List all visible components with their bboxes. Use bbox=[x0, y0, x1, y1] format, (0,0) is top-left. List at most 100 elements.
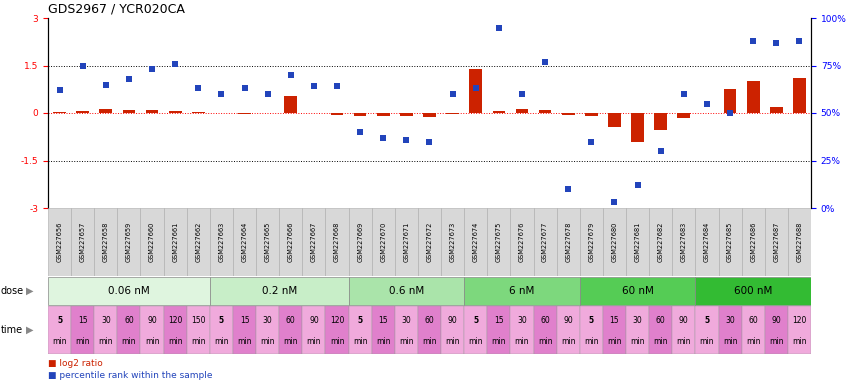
Text: 90: 90 bbox=[309, 316, 318, 325]
Text: min: min bbox=[353, 338, 368, 346]
Point bbox=[700, 101, 714, 107]
Text: GSM227656: GSM227656 bbox=[57, 222, 63, 262]
Bar bbox=[94, 306, 117, 354]
Point bbox=[261, 91, 274, 97]
Text: GSM227683: GSM227683 bbox=[681, 222, 687, 262]
Text: min: min bbox=[722, 338, 737, 346]
Text: GSM227685: GSM227685 bbox=[727, 222, 733, 262]
Text: GSM227662: GSM227662 bbox=[195, 222, 201, 262]
Text: min: min bbox=[191, 338, 205, 346]
Text: 5: 5 bbox=[57, 316, 62, 325]
Text: GSM227671: GSM227671 bbox=[403, 222, 409, 262]
Bar bbox=[562, 113, 575, 114]
Text: 30: 30 bbox=[402, 316, 411, 325]
Bar bbox=[400, 113, 413, 116]
Bar bbox=[76, 111, 89, 113]
Bar bbox=[233, 306, 256, 354]
Text: 120: 120 bbox=[168, 316, 183, 325]
Bar bbox=[695, 306, 718, 354]
Bar bbox=[354, 113, 367, 116]
Point bbox=[492, 25, 506, 31]
Text: min: min bbox=[492, 338, 506, 346]
Text: 90: 90 bbox=[564, 316, 573, 325]
Text: GSM227666: GSM227666 bbox=[288, 222, 294, 262]
Text: min: min bbox=[746, 338, 761, 346]
Bar bbox=[464, 306, 487, 354]
Bar bbox=[793, 78, 806, 113]
Point bbox=[192, 85, 205, 91]
Text: min: min bbox=[584, 338, 599, 346]
Bar bbox=[210, 208, 233, 276]
Text: GSM227674: GSM227674 bbox=[473, 222, 479, 262]
Text: min: min bbox=[214, 338, 228, 346]
Point bbox=[353, 129, 367, 135]
Text: dose: dose bbox=[1, 286, 24, 296]
Text: GSM227675: GSM227675 bbox=[496, 222, 502, 262]
Bar bbox=[233, 208, 256, 276]
Text: min: min bbox=[284, 338, 298, 346]
Bar bbox=[742, 306, 765, 354]
Bar bbox=[187, 306, 210, 354]
Bar bbox=[325, 306, 349, 354]
Bar bbox=[325, 208, 349, 276]
Text: GSM227669: GSM227669 bbox=[357, 222, 363, 262]
Bar bbox=[140, 306, 164, 354]
Text: GSM227657: GSM227657 bbox=[80, 222, 86, 262]
Bar bbox=[71, 306, 94, 354]
Bar bbox=[349, 276, 464, 305]
Bar bbox=[418, 306, 441, 354]
Text: 60: 60 bbox=[540, 316, 550, 325]
Text: 5: 5 bbox=[589, 316, 594, 325]
Bar bbox=[395, 208, 418, 276]
Text: GSM227681: GSM227681 bbox=[634, 222, 641, 262]
Bar bbox=[48, 208, 71, 276]
Bar bbox=[557, 208, 580, 276]
Bar bbox=[48, 306, 71, 354]
Bar bbox=[117, 306, 140, 354]
Bar bbox=[464, 276, 580, 305]
Text: ▶: ▶ bbox=[25, 325, 33, 335]
Bar bbox=[464, 208, 487, 276]
Text: 60: 60 bbox=[424, 316, 435, 325]
Bar bbox=[632, 113, 644, 141]
Bar bbox=[349, 306, 372, 354]
Bar bbox=[418, 208, 441, 276]
Text: min: min bbox=[422, 338, 436, 346]
Text: 60: 60 bbox=[748, 316, 758, 325]
Text: min: min bbox=[769, 338, 784, 346]
Bar bbox=[122, 111, 135, 113]
Bar bbox=[447, 113, 459, 114]
Bar bbox=[441, 208, 464, 276]
Point bbox=[677, 91, 690, 97]
Point bbox=[168, 61, 182, 67]
Text: min: min bbox=[98, 338, 113, 346]
Bar bbox=[603, 306, 626, 354]
Point bbox=[122, 76, 136, 82]
Bar bbox=[372, 208, 395, 276]
Text: 0.6 nM: 0.6 nM bbox=[389, 286, 424, 296]
Point bbox=[793, 38, 807, 44]
Bar bbox=[515, 109, 528, 113]
Text: min: min bbox=[399, 338, 413, 346]
Bar bbox=[510, 208, 533, 276]
Text: min: min bbox=[654, 338, 668, 346]
Text: GSM227684: GSM227684 bbox=[704, 222, 710, 262]
Bar bbox=[349, 208, 372, 276]
Bar bbox=[487, 208, 510, 276]
Bar bbox=[742, 208, 765, 276]
Point bbox=[561, 186, 575, 192]
Bar bbox=[117, 208, 140, 276]
Bar bbox=[533, 208, 557, 276]
Text: GSM227680: GSM227680 bbox=[611, 222, 617, 262]
Bar bbox=[557, 306, 580, 354]
Bar bbox=[372, 306, 395, 354]
Text: 30: 30 bbox=[517, 316, 527, 325]
Bar bbox=[256, 306, 279, 354]
Point bbox=[746, 38, 760, 44]
Text: min: min bbox=[792, 338, 807, 346]
Bar bbox=[672, 208, 695, 276]
Text: 90: 90 bbox=[679, 316, 689, 325]
Point bbox=[99, 81, 113, 88]
Point bbox=[654, 148, 667, 154]
Point bbox=[608, 199, 621, 205]
